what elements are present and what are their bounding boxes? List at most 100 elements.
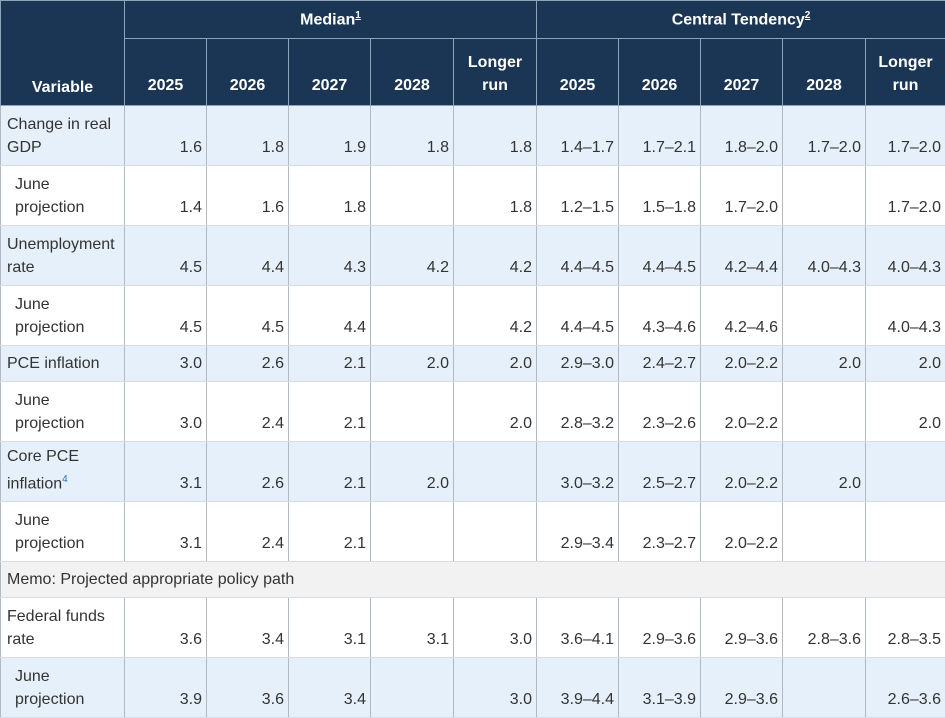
row-label: June projection — [1, 502, 125, 562]
central-tendency-cell: 2.4–2.7 — [619, 346, 701, 382]
central-tendency-cell: 2.0 — [866, 346, 945, 382]
median-cell — [454, 442, 537, 502]
row-label-text: June projection — [15, 176, 84, 216]
central-2025-header: 2025 — [537, 39, 619, 106]
central-tendency-cell: 2.0–2.2 — [701, 346, 783, 382]
median-cell: 1.8 — [207, 106, 289, 166]
row-label-text: Core PCE inflation — [7, 448, 79, 492]
median-cell: 3.1 — [371, 598, 454, 658]
median-cell: 2.0 — [454, 346, 537, 382]
median-2027-header: 2027 — [289, 39, 371, 106]
row-label: June projection — [1, 286, 125, 346]
central-tendency-cell: 2.9–3.0 — [537, 346, 619, 382]
central-tendency-cell: 1.8–2.0 — [701, 106, 783, 166]
central-longer-run-header: Longer run — [866, 39, 945, 106]
central-tendency-cell: 2.9–3.6 — [701, 658, 783, 718]
median-cell: 3.0 — [454, 598, 537, 658]
central-tendency-cell: 4.4–4.5 — [537, 286, 619, 346]
median-cell: 2.4 — [207, 502, 289, 562]
median-cell: 2.4 — [207, 382, 289, 442]
row-label: June projection — [1, 382, 125, 442]
row-label-text: Federal funds rate — [7, 608, 105, 648]
central-tendency-cell: 2.9–3.6 — [701, 598, 783, 658]
central-tendency-cell: 2.8–3.5 — [866, 598, 945, 658]
central-tendency-cell: 3.0–3.2 — [537, 442, 619, 502]
median-longer-run-header: Longer run — [454, 39, 537, 106]
median-cell: 3.0 — [125, 382, 207, 442]
central-2027-header: 2027 — [701, 39, 783, 106]
row-label: Change in real GDP — [1, 106, 125, 166]
median-cell: 1.6 — [207, 166, 289, 226]
central-tendency-cell: 1.7–2.1 — [619, 106, 701, 166]
median-cell: 1.4 — [125, 166, 207, 226]
median-header: Median1 — [125, 1, 537, 39]
footnote-link[interactable]: 4 — [62, 474, 68, 485]
central-2026-header: 2026 — [619, 39, 701, 106]
median-cell: 4.2 — [454, 226, 537, 286]
central-tendency-cell — [783, 166, 866, 226]
central-tendency-cell: 1.7–2.0 — [783, 106, 866, 166]
central-tendency-footnote-link[interactable]: 2 — [805, 10, 811, 21]
central-tendency-cell: 2.0–2.2 — [701, 442, 783, 502]
median-cell: 3.6 — [125, 598, 207, 658]
median-cell: 4.3 — [289, 226, 371, 286]
central-tendency-cell: 2.0–2.2 — [701, 382, 783, 442]
central-tendency-cell: 2.0 — [783, 346, 866, 382]
median-cell: 2.6 — [207, 442, 289, 502]
median-cell: 1.8 — [454, 166, 537, 226]
median-cell: 2.6 — [207, 346, 289, 382]
central-tendency-cell: 3.1–3.9 — [619, 658, 701, 718]
central-tendency-header-label: Central Tendency — [672, 11, 805, 28]
median-cell: 3.4 — [289, 658, 371, 718]
median-cell: 3.0 — [125, 346, 207, 382]
central-tendency-cell: 2.0–2.2 — [701, 502, 783, 562]
central-tendency-cell — [866, 502, 945, 562]
median-cell: 4.4 — [207, 226, 289, 286]
central-tendency-cell: 2.3–2.6 — [619, 382, 701, 442]
row-label: June projection — [1, 658, 125, 718]
central-tendency-cell: 2.3–2.7 — [619, 502, 701, 562]
central-tendency-cell — [783, 658, 866, 718]
memo-label: Memo: Projected appropriate policy path — [1, 562, 945, 598]
median-cell — [371, 658, 454, 718]
row-label-text: PCE inflation — [7, 355, 100, 372]
median-cell: 4.5 — [125, 286, 207, 346]
row-label-text: Unemployment rate — [7, 236, 115, 276]
central-tendency-cell: 4.4–4.5 — [619, 226, 701, 286]
median-cell — [454, 502, 537, 562]
median-cell: 3.1 — [125, 502, 207, 562]
central-tendency-cell: 2.8–3.6 — [783, 598, 866, 658]
median-cell: 3.1 — [289, 598, 371, 658]
row-label-text: June projection — [15, 392, 84, 432]
central-tendency-cell: 2.0 — [866, 382, 945, 442]
median-cell: 4.5 — [207, 286, 289, 346]
median-cell — [371, 166, 454, 226]
row-label: June projection — [1, 166, 125, 226]
median-cell: 1.6 — [125, 106, 207, 166]
median-cell: 1.8 — [454, 106, 537, 166]
median-cell: 1.8 — [289, 166, 371, 226]
central-tendency-cell: 3.9–4.4 — [537, 658, 619, 718]
central-tendency-cell: 2.8–3.2 — [537, 382, 619, 442]
median-cell: 3.6 — [207, 658, 289, 718]
central-tendency-cell: 1.4–1.7 — [537, 106, 619, 166]
central-tendency-cell: 2.9–3.6 — [619, 598, 701, 658]
central-tendency-cell — [783, 382, 866, 442]
variable-header: Variable — [1, 1, 125, 106]
central-tendency-cell: 4.4–4.5 — [537, 226, 619, 286]
median-cell: 1.8 — [371, 106, 454, 166]
central-tendency-header: Central Tendency2 — [537, 1, 945, 39]
median-cell: 2.1 — [289, 346, 371, 382]
central-tendency-cell — [783, 286, 866, 346]
central-2028-header: 2028 — [783, 39, 866, 106]
median-footnote-link[interactable]: 1 — [355, 10, 361, 21]
central-tendency-cell: 2.0 — [783, 442, 866, 502]
